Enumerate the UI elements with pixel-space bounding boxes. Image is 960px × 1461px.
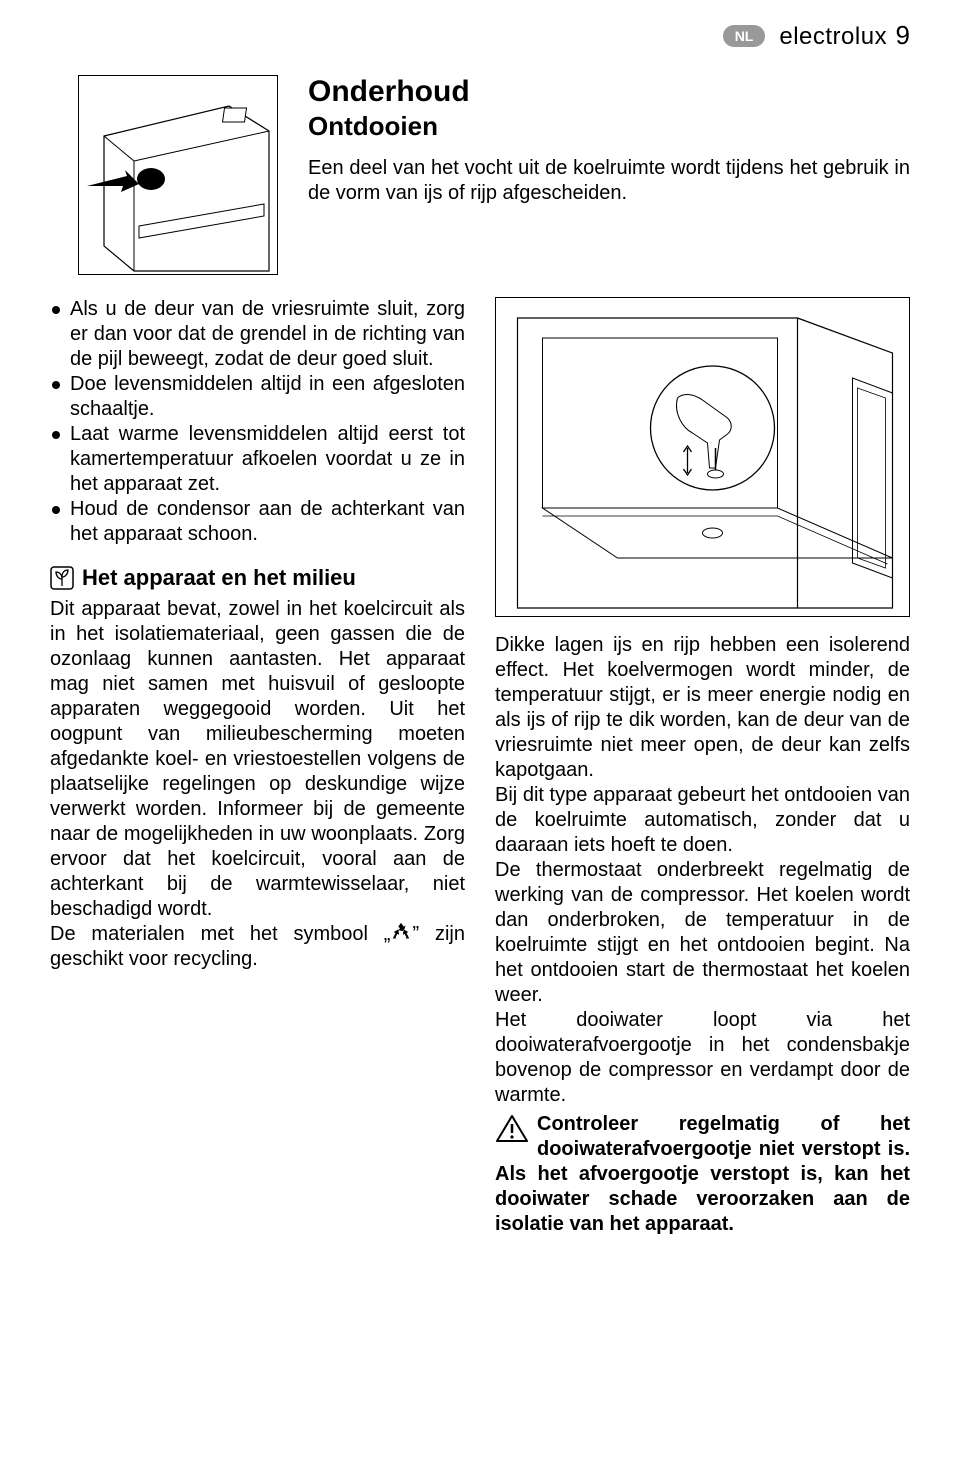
page-number: 9 — [896, 20, 910, 50]
drain-illustration — [496, 298, 909, 618]
figure-drain — [495, 297, 910, 617]
intro-text-block: Onderhoud Ontdooien Een deel van het voc… — [308, 75, 910, 275]
plant-icon — [50, 566, 74, 590]
milieu-title: Het apparaat en het milieu — [82, 565, 356, 591]
right-p2: Bij dit type apparaat gebeurt het ontdoo… — [495, 783, 910, 858]
intro-paragraph: Een deel van het vocht uit de koelruimte… — [308, 156, 910, 206]
bullet-item: Laat warme levensmiddelen altijd eerst t… — [50, 422, 465, 497]
warning-block: Controleer regelmatig of het dooiwateraf… — [495, 1112, 910, 1237]
milieu-body: Dit apparaat bevat, zowel in het koelcir… — [50, 597, 465, 922]
two-columns: Als u de deur van de vriesruimte sluit, … — [50, 297, 910, 1237]
right-p4: Het dooiwater loopt via het dooiwaterafv… — [495, 1008, 910, 1108]
recycle-icon — [390, 922, 412, 944]
top-section: Onderhoud Ontdooien Een deel van het voc… — [50, 75, 910, 275]
figure-latch — [78, 75, 278, 275]
left-column: Als u de deur van de vriesruimte sluit, … — [50, 297, 465, 1237]
language-badge: NL — [723, 25, 766, 47]
warning-icon — [495, 1114, 529, 1144]
bullet-item: Houd de condensor aan de achterkant van … — [50, 497, 465, 547]
bullet-list: Als u de deur van de vriesruimte sluit, … — [50, 297, 465, 547]
heading-onderhoud: Onderhoud — [308, 75, 910, 109]
brand-name: electrolux — [779, 23, 887, 50]
recycle-line: De materialen met het symbool „” zijn ge… — [50, 922, 465, 972]
heading-ontdooien: Ontdooien — [308, 111, 910, 142]
right-p3: De thermostaat onderbreekt regelmatig de… — [495, 858, 910, 1008]
latch-illustration — [79, 76, 279, 276]
bullet-item: Als u de deur van de vriesruimte sluit, … — [50, 297, 465, 372]
warning-text: Controleer regelmatig of het dooiwateraf… — [495, 1113, 910, 1235]
recycle-pre: De materialen met het symbool „ — [50, 923, 390, 945]
milieu-heading-row: Het apparaat en het milieu — [50, 565, 465, 591]
right-column: Dikke lagen ijs en rijp hebben een isole… — [495, 297, 910, 1237]
right-p1: Dikke lagen ijs en rijp hebben een isole… — [495, 633, 910, 783]
brand-label: electrolux 9 — [779, 20, 910, 51]
page-header: NL electrolux 9 — [50, 20, 910, 51]
bullet-item: Doe levensmiddelen altijd in een afgeslo… — [50, 372, 465, 422]
